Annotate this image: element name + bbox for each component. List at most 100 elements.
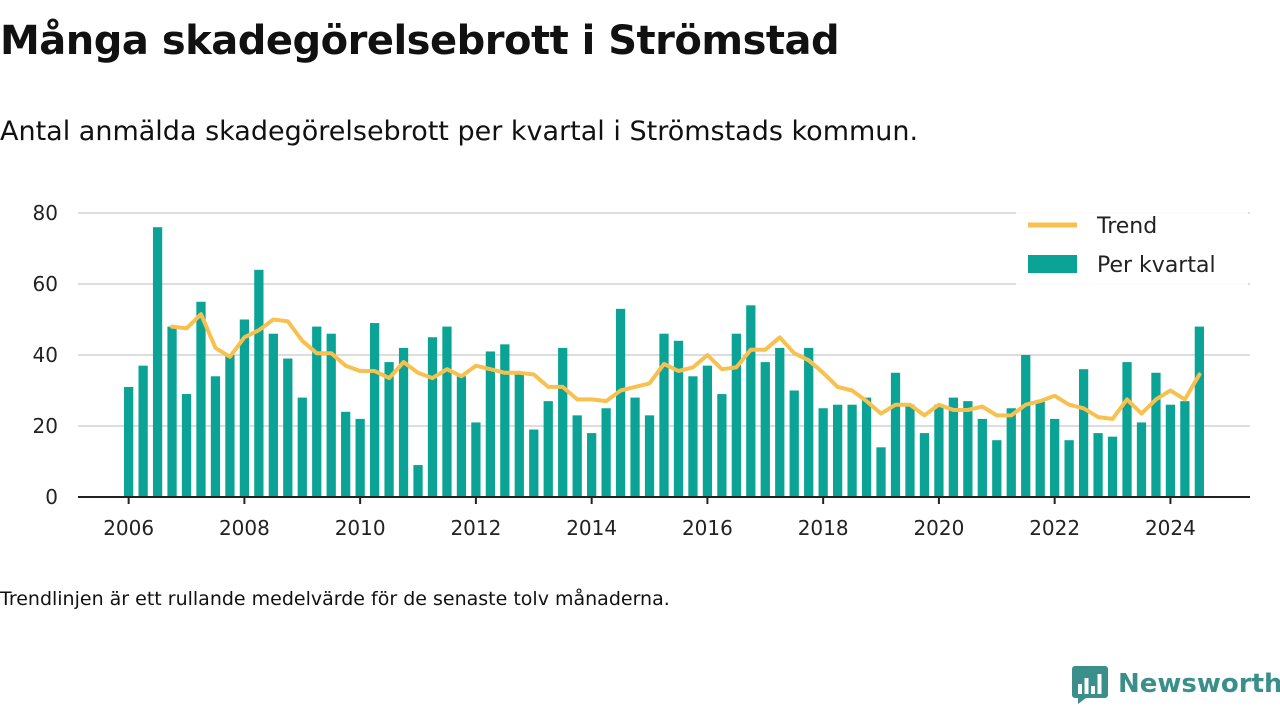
bar xyxy=(746,305,756,497)
bar xyxy=(1021,355,1031,497)
bar xyxy=(818,408,828,497)
x-tick-label: 2010 xyxy=(335,516,386,540)
bar xyxy=(297,397,307,497)
bar xyxy=(832,404,843,497)
bar xyxy=(239,319,250,497)
bar xyxy=(268,333,278,497)
bar xyxy=(1064,440,1074,497)
legend: Trend Per kvartal xyxy=(1016,208,1248,286)
bar xyxy=(138,365,148,497)
bar xyxy=(558,347,568,497)
bar xyxy=(384,362,394,497)
bar xyxy=(572,415,582,497)
bar xyxy=(326,333,336,497)
x-tick-label: 2024 xyxy=(1145,516,1196,540)
trend-series xyxy=(170,312,1202,421)
axes: 0 20 40 60 80 2006 2008 2010 2012 2014 2016 2018 202… xyxy=(33,201,1250,540)
y-tick-label: 20 xyxy=(33,414,58,438)
bar xyxy=(1035,401,1045,497)
y-tick-label: 40 xyxy=(33,343,58,367)
bar xyxy=(369,323,380,497)
legend-label: Per kvartal xyxy=(1097,253,1216,278)
trend-line xyxy=(170,312,1202,421)
bar-chart-speech-bubble-icon xyxy=(1072,666,1108,704)
bar xyxy=(485,351,496,497)
bar xyxy=(905,404,915,497)
bar xyxy=(1006,408,1016,497)
bar xyxy=(1078,369,1089,497)
bar xyxy=(934,404,944,497)
bar xyxy=(948,397,959,497)
x-tick-label: 2008 xyxy=(219,516,270,540)
bar xyxy=(413,465,423,497)
x-tick-label: 2014 xyxy=(566,516,617,540)
bar xyxy=(181,394,192,497)
chart-subtitle: Antal anmälda skadegörelsebrott per kvar… xyxy=(0,116,919,147)
bar xyxy=(500,344,510,497)
bar xyxy=(167,326,177,497)
bar xyxy=(196,301,206,497)
footnote: Trendlinjen är ett rullande medelvärde f… xyxy=(0,588,670,610)
bar xyxy=(254,269,264,497)
bar xyxy=(1107,436,1118,497)
bar xyxy=(514,372,524,497)
y-tick-label: 60 xyxy=(33,272,58,296)
x-tick-label: 2006 xyxy=(103,516,154,540)
bar xyxy=(861,397,872,497)
bar xyxy=(673,340,684,497)
legend-label: Trend xyxy=(1096,214,1157,239)
bar xyxy=(529,429,539,497)
bar xyxy=(977,418,987,497)
bar xyxy=(442,326,452,497)
legend-swatch-bar xyxy=(1028,255,1077,273)
bar xyxy=(731,333,741,497)
bar xyxy=(427,337,438,497)
bar xyxy=(312,326,322,497)
bar xyxy=(644,415,655,497)
bar xyxy=(847,404,857,497)
bar xyxy=(702,365,713,497)
bar xyxy=(992,440,1002,497)
bar xyxy=(615,308,626,497)
bar xyxy=(659,333,669,497)
bar xyxy=(398,347,409,497)
x-tick-label: 2018 xyxy=(798,516,849,540)
x-tick-label: 2016 xyxy=(682,516,733,540)
bar xyxy=(471,422,481,497)
bar xyxy=(1180,401,1190,497)
bar xyxy=(124,386,134,497)
bar xyxy=(775,347,785,497)
bar xyxy=(630,397,640,497)
bar xyxy=(1194,326,1204,497)
brand-name: Newsworthy xyxy=(1118,669,1280,699)
bar xyxy=(456,376,467,497)
bar xyxy=(876,447,886,497)
bar xyxy=(760,362,770,497)
chart-title: Många skadegörelsebrott i Strömstad xyxy=(0,18,840,64)
bar xyxy=(1122,362,1132,497)
bar xyxy=(587,433,597,497)
bar xyxy=(1151,372,1161,497)
quarterly-vandalism-chart: 0 20 40 60 80 2006 2008 2010 2012 2014 2016 2018 202… xyxy=(33,201,1250,540)
bar xyxy=(225,355,235,497)
bar xyxy=(341,411,351,497)
bar xyxy=(1093,433,1103,497)
bar xyxy=(919,433,930,497)
bar xyxy=(543,401,553,497)
bar xyxy=(804,347,814,497)
newsworthy-logo: Newsworthy xyxy=(1072,664,1280,704)
bar xyxy=(1050,418,1060,497)
bar xyxy=(601,408,611,497)
bar xyxy=(1136,422,1147,497)
bar xyxy=(688,376,698,497)
bar xyxy=(789,390,799,497)
bar xyxy=(152,227,163,497)
x-tick-label: 2012 xyxy=(450,516,501,540)
bar xyxy=(210,376,221,497)
bar xyxy=(717,394,727,497)
y-tick-label: 80 xyxy=(33,201,58,225)
bar xyxy=(283,358,293,497)
x-tick-label: 2020 xyxy=(913,516,964,540)
bar xyxy=(1165,404,1176,497)
x-tick-label: 2022 xyxy=(1029,516,1080,540)
